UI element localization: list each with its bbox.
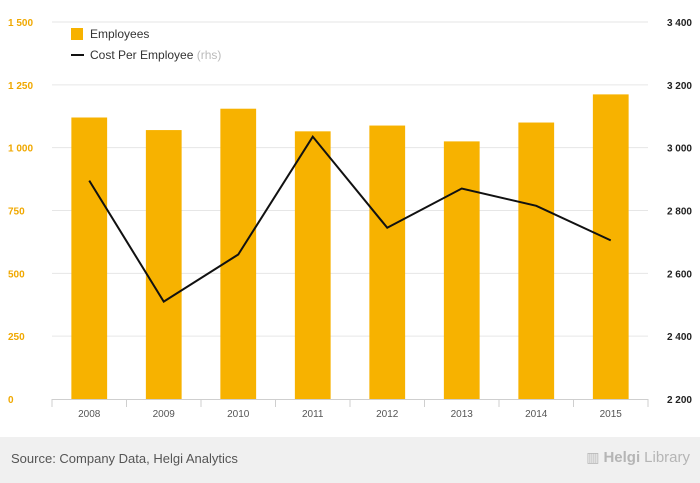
y-left-tick-3: 750 [8,207,25,218]
y-left-tick-0: 0 [8,395,14,406]
bar-2015 [592,94,629,399]
y-right-tick-3: 2 800 [667,207,692,218]
bar-2009 [145,130,182,399]
legend-label-employees: Employees [90,27,149,41]
gridlines [52,21,648,337]
x-tick-label-2012: 2012 [376,409,399,420]
y-left-tick-2: 500 [8,269,25,280]
x-tick-label-2011: 2011 [302,409,324,420]
y-right-tick-0: 2 200 [667,395,692,406]
combo-chart: 0 250 500 750 1 000 1 250 1 500 2 200 2 400 2 600… [8,18,692,420]
x-tick-label-2010: 2010 [227,409,250,420]
y-right-tick-4: 3 000 [667,144,692,155]
x-tick-label-2014: 2014 [525,409,548,420]
x-tick-label-2009: 2009 [153,409,176,420]
legend: Employees Cost Per Employee (rhs) [71,27,221,62]
bar-2012 [369,125,406,400]
y-left-tick-6: 1 500 [8,18,33,29]
bar-2014 [518,122,555,400]
x-tick-label-2008: 2008 [78,409,101,420]
y-right-tick-6: 3 400 [667,18,692,29]
library-icon: ▥ [586,449,600,465]
y-left-tick-4: 1 000 [8,144,33,155]
legend-label-cost: Cost Per Employee (rhs) [90,48,221,62]
x-tick-label-2013: 2013 [451,409,474,420]
y-left-tick-5: 1 250 [8,81,33,92]
y-right-tick-1: 2 400 [667,332,692,343]
line-series [88,134,612,303]
y-right-tick-5: 3 200 [667,81,692,92]
brand-bold: Helgi [603,449,641,466]
brand-logo[interactable]: ▥ Helgi Library [586,449,690,466]
bar-2013 [443,141,480,399]
source-note: Source: Company Data, Helgi Analytics [11,451,238,466]
x-tick-label-2015: 2015 [600,409,623,420]
line-cost-per-employee [88,134,612,303]
axes: 0 250 500 750 1 000 1 250 1 500 2 200 2 400 2 600… [8,18,692,420]
legend-swatch-employees [71,28,83,40]
y-right-tick-2: 2 600 [667,269,692,280]
bars [71,94,629,400]
bar-2011 [294,131,331,399]
footer: Source: Company Data, Helgi Analytics ▥ … [0,437,700,483]
brand-thin: Library [644,449,690,466]
bar-2008 [71,117,108,400]
y-left-tick-1: 250 [8,332,25,343]
legend-rhs-suffix: (rhs) [197,48,222,62]
